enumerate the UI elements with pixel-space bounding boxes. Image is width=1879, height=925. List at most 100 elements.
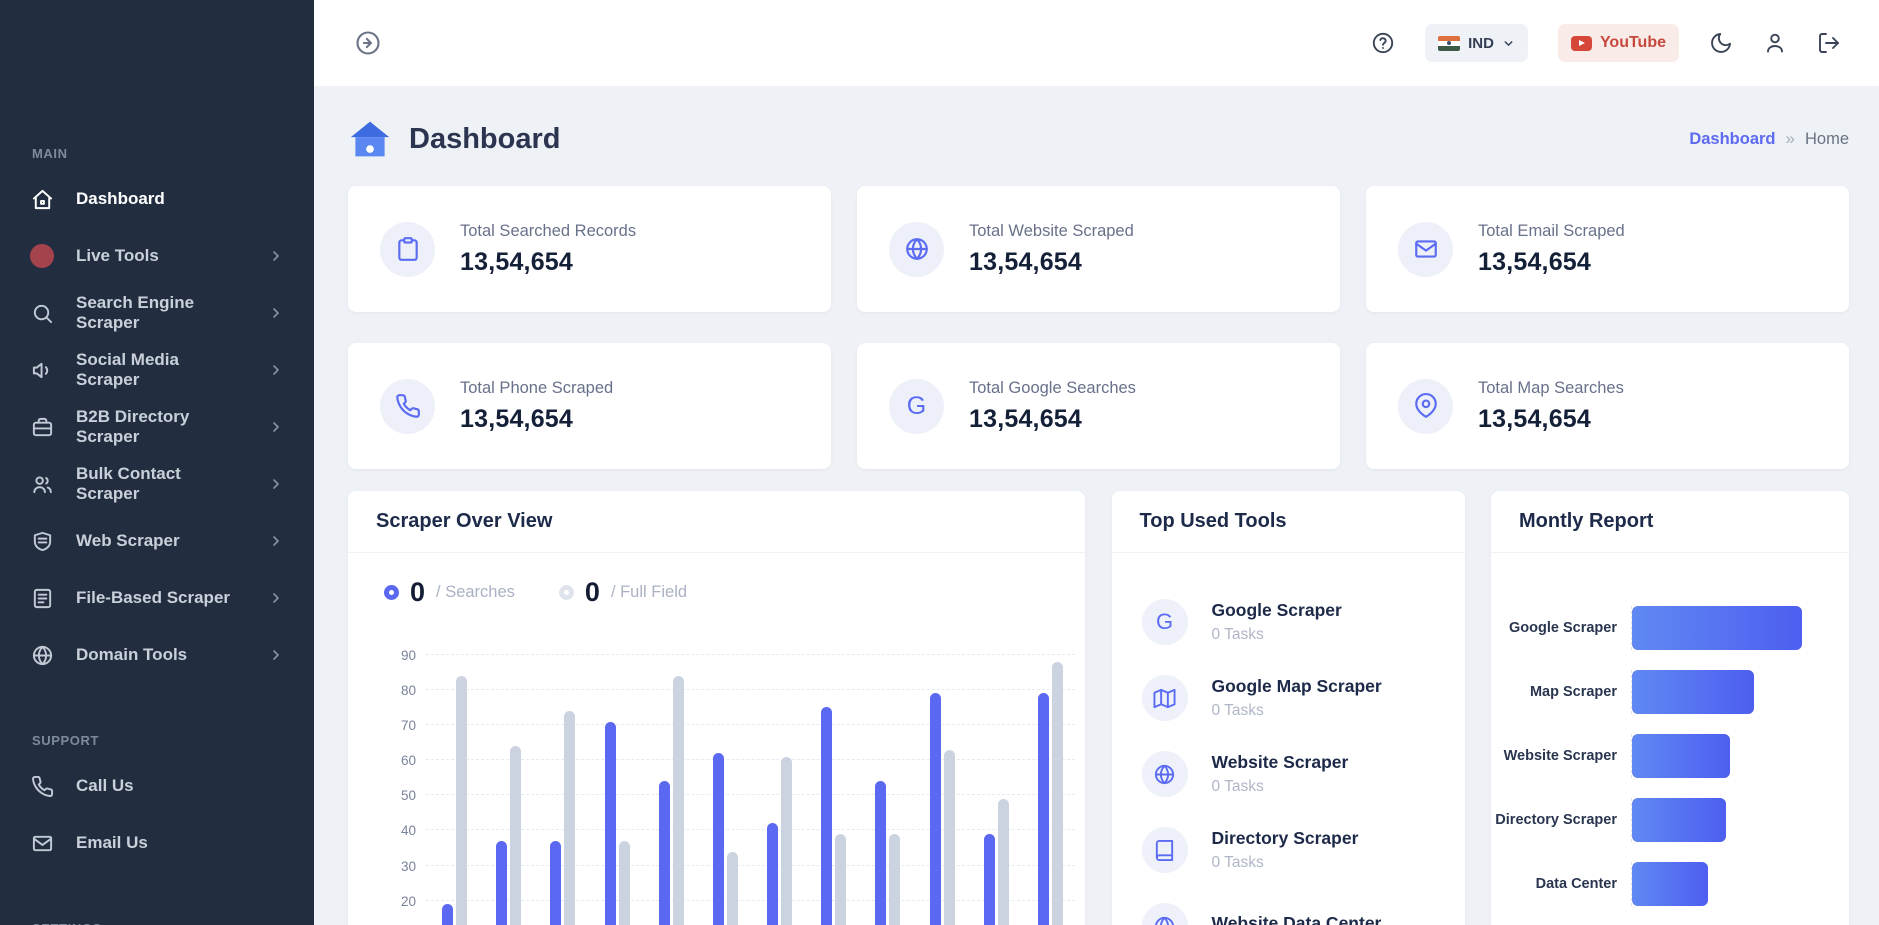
users-icon [30,472,54,496]
searches-bar[interactable] [713,753,724,925]
tool-name: Website Data Center [1212,913,1382,925]
sidebar-item-search-engine-scraper[interactable]: Search Engine Scraper [30,291,284,335]
google-g-icon: G [889,379,944,434]
full-field-bar[interactable] [1052,662,1063,925]
monthly-bar[interactable] [1632,798,1726,842]
tools-list: G Google Scraper 0 Tasks Google Map Scra… [1112,553,1465,925]
searches-bar[interactable] [984,834,995,925]
full-field-bar[interactable] [510,746,521,925]
full-field-bar[interactable] [835,834,846,925]
searches-bar[interactable] [605,722,616,925]
y-axis-tick-label: 30 [384,859,416,874]
bar-group [496,746,521,925]
sidebar-item-social-media-scraper[interactable]: Social Media Scraper [30,348,284,392]
searches-bar[interactable] [767,823,778,925]
sidebar-item-label: Web Scraper [76,531,180,551]
scraper-overview-panel: Scraper Over View 0 / Searches 0 / Full … [348,491,1085,925]
sidebar: MAIN Dashboard Live Tools Search Engine … [0,0,314,925]
dark-mode-moon-icon[interactable] [1709,31,1733,55]
country-selector[interactable]: IND [1425,24,1528,62]
full-field-bar[interactable] [727,852,738,925]
header-actions: IND YouTube [1371,24,1841,62]
legend-label: / Searches [436,583,515,602]
mail-icon [30,831,54,855]
full-field-bar[interactable] [673,676,684,925]
searches-bar[interactable] [1038,693,1049,925]
tool-item-google-map-scraper[interactable]: Google Map Scraper 0 Tasks [1142,675,1445,721]
legend-label: / Full Field [611,583,687,602]
bar-group [550,711,575,925]
home-house-icon [348,118,392,160]
full-field-bar[interactable] [944,750,955,925]
stat-value: 13,54,654 [460,248,636,277]
tool-item-directory-scraper[interactable]: Directory Scraper 0 Tasks [1142,827,1445,873]
bar-group [875,781,900,925]
youtube-button[interactable]: YouTube [1558,24,1679,62]
sidebar-item-live-tools[interactable]: Live Tools [30,234,284,278]
tool-name: Google Scraper [1212,600,1342,621]
breadcrumb-link[interactable]: Dashboard [1689,130,1775,149]
user-profile-icon[interactable] [1763,31,1787,55]
globe-icon [1142,751,1188,797]
sidebar-item-file-based-scraper[interactable]: File-Based Scraper [30,576,284,620]
sidebar-item-label: File-Based Scraper [76,588,230,608]
chevron-right-icon [268,590,284,606]
sidebar-item-b2b-directory-scraper[interactable]: B2B Directory Scraper [30,405,284,449]
panel-title: Montly Report [1519,510,1653,533]
stat-card-email-scraped: Total Email Scraped 13,54,654 [1366,186,1849,312]
monthly-bar-label: Google Scraper [1491,620,1631,636]
bar-group [821,707,846,925]
panel-header: Montly Report [1491,491,1849,553]
y-axis-tick-label: 50 [384,788,416,803]
sidebar-item-web-scraper[interactable]: Web Scraper [30,519,284,563]
full-field-bar[interactable] [564,711,575,925]
help-circle-icon[interactable] [1371,31,1395,55]
nav-section-main: MAIN [32,146,284,161]
full-field-bar[interactable] [456,676,467,925]
sidebar-toggle-arrow-right-circle-icon[interactable] [354,29,382,57]
monthly-bar[interactable] [1632,862,1708,906]
stat-card-phone-scraped: Total Phone Scraped 13,54,654 [348,343,831,469]
book-icon [1142,827,1188,873]
full-field-bar[interactable] [781,757,792,925]
nav-section-support: SUPPORT [32,733,284,748]
sidebar-item-email-us[interactable]: Email Us [30,821,284,865]
chevron-right-icon [268,533,284,549]
searches-bar[interactable] [442,904,453,925]
full-field-bar[interactable] [889,834,900,925]
sidebar-item-label: Live Tools [76,246,159,266]
monthly-bar[interactable] [1632,606,1802,650]
tool-name: Website Scraper [1212,752,1349,773]
monthly-bar[interactable] [1632,734,1730,778]
stat-card-map-searches: Total Map Searches 13,54,654 [1366,343,1849,469]
legend-searches[interactable]: 0 / Searches [384,577,515,608]
sidebar-item-dashboard[interactable]: Dashboard [30,177,284,221]
bottom-panels: Scraper Over View 0 / Searches 0 / Full … [348,491,1849,925]
tool-item-website-data-center[interactable]: Website Data Center [1142,903,1445,925]
searches-bar[interactable] [875,781,886,925]
tool-item-google-scraper[interactable]: G Google Scraper 0 Tasks [1142,599,1445,645]
sidebar-item-call-us[interactable]: Call Us [30,764,284,808]
sidebar-item-label: Bulk Contact Scraper [76,464,246,504]
full-field-bar[interactable] [619,841,630,925]
shield-icon [30,529,54,553]
full-field-bar[interactable] [998,799,1009,925]
sidebar-item-bulk-contact-scraper[interactable]: Bulk Contact Scraper [30,462,284,506]
monthly-bar-label: Directory Scraper [1491,812,1631,828]
logout-icon[interactable] [1817,31,1841,55]
file-text-icon [30,586,54,610]
chevron-right-icon [268,248,284,264]
searches-bar[interactable] [550,841,561,925]
sidebar-item-label: Social Media Scraper [76,350,246,390]
searches-bar[interactable] [930,693,941,925]
searches-bar[interactable] [659,781,670,925]
tool-item-website-scraper[interactable]: Website Scraper 0 Tasks [1142,751,1445,797]
searches-bar[interactable] [821,707,832,925]
y-axis-tick-label: 60 [384,753,416,768]
sidebar-item-domain-tools[interactable]: Domain Tools [30,633,284,677]
legend-full-field[interactable]: 0 / Full Field [559,577,687,608]
monthly-bar[interactable] [1632,670,1754,714]
overview-chart: 2030405060708090 [384,637,1075,925]
top-used-tools-panel: Top Used Tools G Google Scraper 0 Tasks … [1112,491,1465,925]
searches-bar[interactable] [496,841,507,925]
